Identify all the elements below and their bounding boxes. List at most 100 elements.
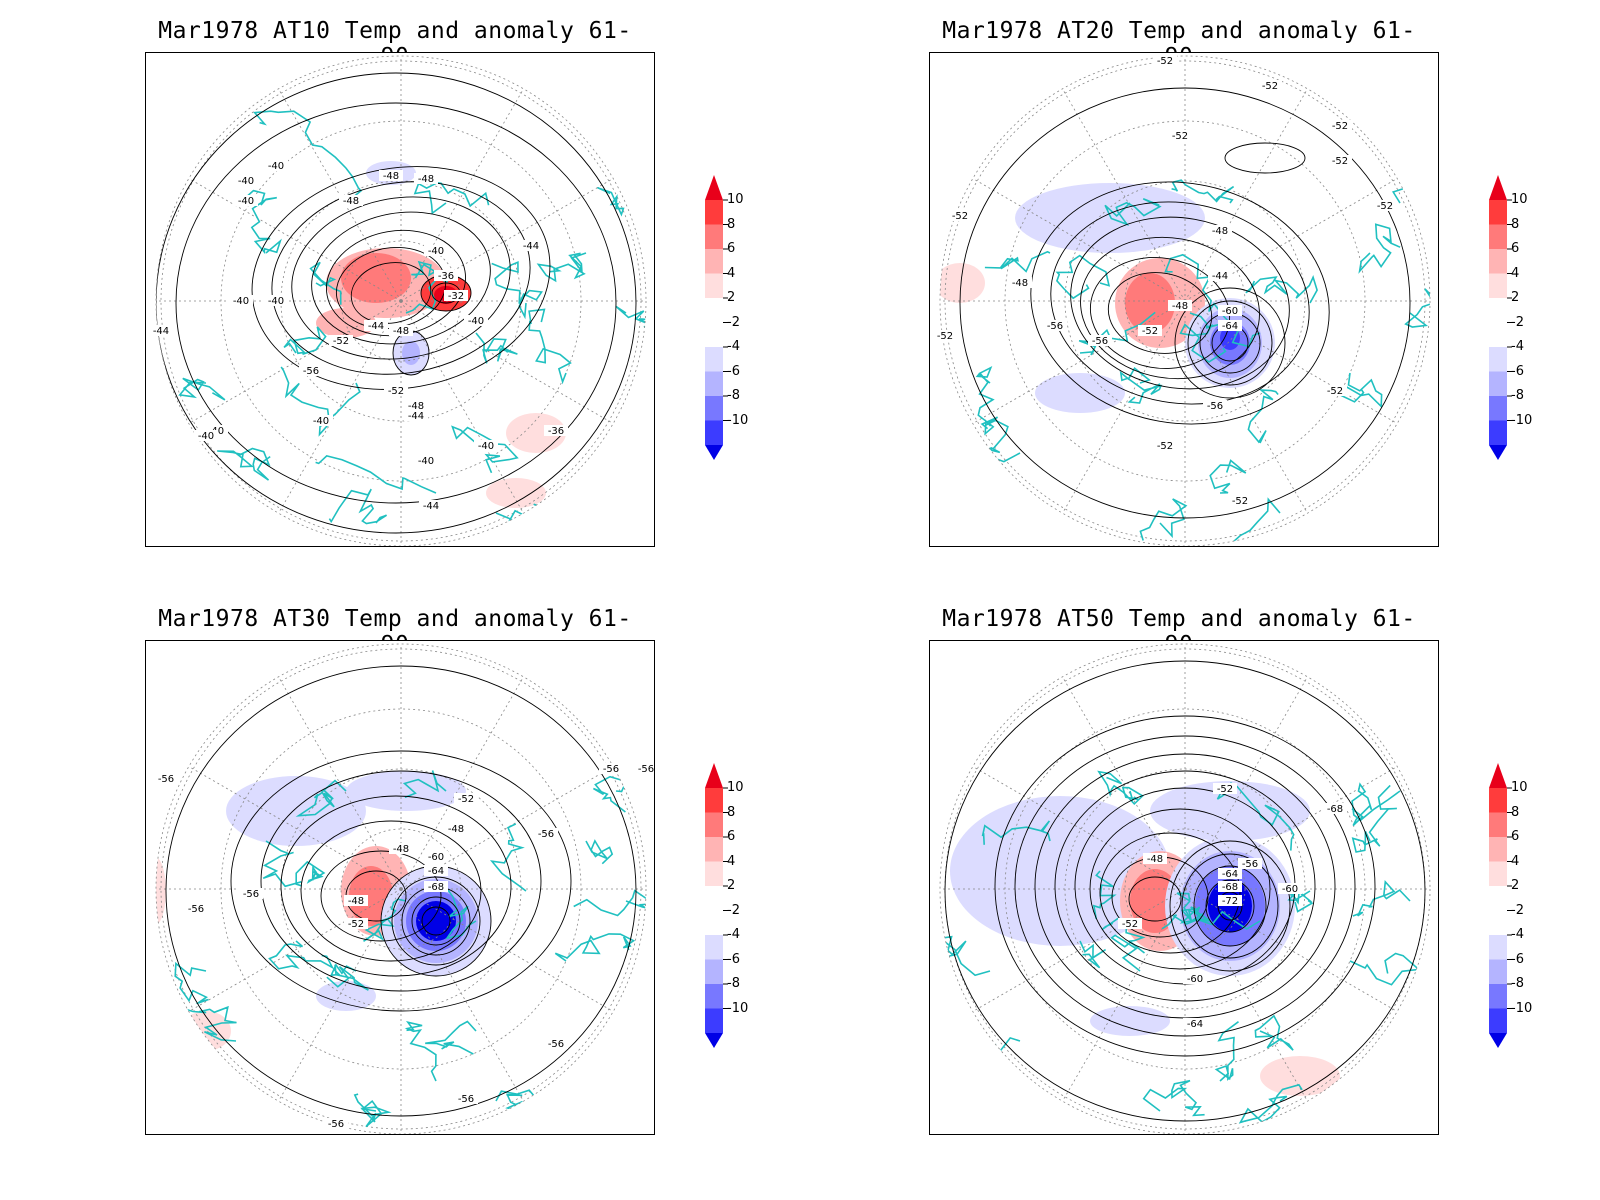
temperature-contour: [1187, 300, 1273, 386]
colorbar-label: -4: [1511, 927, 1524, 942]
colorbar-label: -8: [727, 976, 740, 991]
contour-label: -64: [1222, 321, 1238, 332]
anomaly-shade: [940, 263, 985, 303]
coastline: [1055, 254, 1111, 300]
contour-label-bg: [424, 245, 448, 256]
colorbar-band: [1489, 861, 1507, 886]
temperature-contour: [165, 665, 637, 1117]
coastline: [528, 308, 572, 385]
contour-label-bg: [1183, 1018, 1207, 1029]
temperature-contour: [280, 795, 512, 977]
contour-label: -68: [1327, 804, 1343, 815]
contour-label: -36: [438, 271, 454, 282]
contour-label-bg: [1218, 881, 1242, 892]
contour-label-bg: [1218, 305, 1242, 316]
colorbar-arrow-up: [1489, 175, 1507, 200]
temperature-contour: [350, 262, 432, 324]
coastline: [451, 425, 519, 474]
contour-label: -40: [233, 296, 249, 307]
colorbar-label: -6: [727, 363, 740, 379]
colorbar-band: [1489, 322, 1507, 347]
contour-label: -52: [1122, 919, 1138, 930]
contour-label: -40: [313, 416, 329, 427]
anomaly-shade: [1035, 373, 1125, 413]
contour-label-bg: [454, 793, 478, 804]
colorbar-label: -4: [727, 339, 740, 354]
contour-label: -48: [1212, 226, 1228, 237]
contour-label-bg: [1278, 883, 1302, 894]
meridian-line: [972, 300, 1186, 424]
contour-label-bg: [464, 315, 488, 326]
coastline: [1104, 198, 1162, 226]
coastline: [425, 1020, 477, 1055]
colorbar-band: [705, 249, 723, 274]
coastline: [405, 260, 449, 314]
contour-label-bg: [444, 290, 468, 301]
polar-map: -40 -40 -40 -48 -48 -48 -40 -44 -40 -36 -32 -40 -44-…: [145, 52, 655, 547]
coastline: [1404, 288, 1430, 328]
meridian-line: [278, 300, 402, 514]
temperature-contour: [411, 896, 461, 946]
contour-label-bg: [1373, 200, 1397, 211]
contour-label-bg: [404, 400, 428, 411]
coastline: [984, 250, 1051, 273]
colorbar-arrow-up: [705, 175, 723, 200]
coastline: [1209, 459, 1247, 494]
temperature-contour: [291, 196, 511, 360]
colorbar-label: 2: [1511, 878, 1520, 893]
colorbar-band: [1489, 249, 1507, 274]
contour-label-bg: [234, 195, 258, 206]
colorbar-band: [1489, 273, 1507, 298]
contour-label-bg: [424, 881, 448, 892]
colorbar-band: [705, 371, 723, 396]
meridian-line: [1184, 888, 1398, 1012]
coastline: [1349, 952, 1421, 986]
contour-label: -52: [937, 331, 953, 342]
contour-label-bg: [474, 440, 498, 451]
coastline: [309, 261, 342, 305]
contour-label: -52: [458, 794, 474, 805]
meridian-line: [400, 300, 614, 424]
temperature-contour: [1107, 272, 1213, 354]
colorbar-arrow-up: [705, 763, 723, 788]
contour-label-bg: [1218, 895, 1242, 906]
contour-label: -68: [428, 882, 444, 893]
temperature-contour: [1030, 181, 1330, 425]
coastline: [429, 883, 477, 940]
colorbar-band: [705, 959, 723, 984]
anomaly-shade: [486, 478, 546, 508]
contour-label: -40: [198, 431, 214, 442]
contour-label: -48: [343, 196, 359, 207]
contour-label: -52: [952, 211, 968, 222]
colorbar-band: [705, 347, 723, 372]
contour-label-bg: [1208, 225, 1232, 236]
contour-label: -48: [1012, 278, 1028, 289]
colorbar-band: [705, 396, 723, 421]
colorbar-label: -10: [1511, 1000, 1533, 1016]
contour-label: -56: [1207, 401, 1223, 412]
coastline: [1352, 879, 1411, 917]
contour-label-bg: [344, 895, 368, 906]
contour-label-bg: [1328, 155, 1352, 166]
temperature-contour: [1224, 142, 1306, 174]
colorbar-label: -6: [1511, 951, 1524, 967]
meridian-line: [1062, 888, 1186, 1102]
coastline: [981, 820, 1051, 845]
meridian-line: [972, 766, 1186, 890]
contour-label: -44: [1212, 271, 1228, 282]
map-canvas: -52 -68 -56 -64 -68 -72 -60 -48 -52 -60 -64: [939, 643, 1431, 1134]
coastline: [1351, 784, 1397, 853]
colorbar-label: 2: [727, 878, 736, 893]
contour-label-bg: [1258, 80, 1282, 91]
contour-label-bg: [1218, 868, 1242, 879]
contour-label-bg: [149, 325, 173, 336]
anomaly-shade: [226, 776, 366, 846]
colorbar: 10 8 6 4 2 -2 -4 -6 -8 -10: [705, 175, 765, 460]
contour-label: -44: [408, 411, 424, 422]
temperature-contour: [1014, 735, 1356, 1037]
anomaly-shade: [1015, 183, 1205, 253]
anomaly-shade: [1220, 326, 1240, 350]
colorbar-label: -6: [727, 951, 740, 967]
contour-label-bg: [424, 865, 448, 876]
meridian-line: [400, 888, 614, 1012]
